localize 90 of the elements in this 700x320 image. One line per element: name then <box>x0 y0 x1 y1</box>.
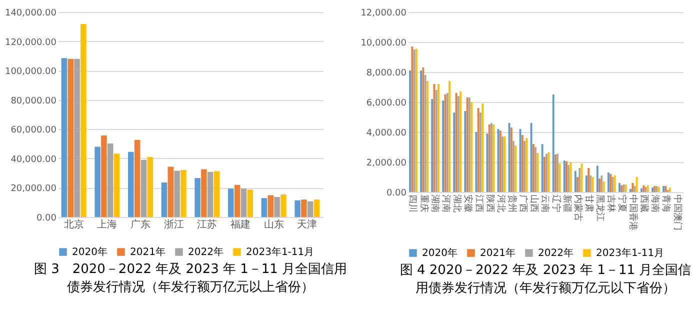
legend-label: 2020年 <box>72 246 108 258</box>
legend-label: 2020年 <box>422 247 458 259</box>
bar <box>68 58 74 217</box>
x-tick-label: 江西 <box>473 194 484 212</box>
y-tick-label: 100,000.00 <box>4 67 57 78</box>
x-tick-label: 广西 <box>517 194 528 212</box>
bar <box>314 200 320 217</box>
bar <box>140 160 147 217</box>
bar <box>61 58 68 217</box>
legend-label: 2022年 <box>538 247 574 259</box>
legend-label: 2023年1-11月 <box>596 247 664 259</box>
bar <box>194 178 200 217</box>
x-tick-label: 河北 <box>495 194 506 212</box>
bar <box>214 171 220 217</box>
x-tick-label: 北京 <box>64 218 84 230</box>
x-tick-label: 辽宁 <box>550 194 562 212</box>
bar <box>247 190 253 217</box>
x-tick-label: 浙江 <box>164 218 184 230</box>
x-tick-label: 安徽 <box>462 194 474 212</box>
bar <box>201 169 207 217</box>
y-tick-label: 12,000.00 <box>360 8 407 18</box>
bar <box>207 172 214 217</box>
y-tick-label: 6,000.00 <box>366 98 407 108</box>
bar <box>280 194 286 217</box>
x-tick-label: 天津 <box>297 218 318 230</box>
bar <box>228 188 234 217</box>
bar <box>168 166 174 217</box>
y-tick-label: 120,000.00 <box>4 38 57 48</box>
legend-label: 2021年 <box>130 246 166 258</box>
y-tick-label: 8,000.00 <box>366 68 407 78</box>
x-tick-label: 四川 <box>407 194 418 212</box>
bar <box>128 152 134 217</box>
x-tick-label: 山东 <box>264 218 284 230</box>
bar <box>114 154 120 217</box>
bar <box>107 143 114 217</box>
x-tick-label: 新疆 <box>562 194 573 212</box>
y-tick-label: 140,000.00 <box>4 8 57 18</box>
x-tick-label: 内蒙古 <box>572 194 584 222</box>
bar <box>74 58 80 217</box>
x-tick-label: 广东 <box>130 218 150 230</box>
x-tick-label: 陕西 <box>484 194 496 212</box>
bar <box>101 135 107 217</box>
x-tick-label: 上海 <box>97 218 118 230</box>
bar <box>274 196 280 217</box>
y-tick-label: 10,000.00 <box>360 38 407 48</box>
bar <box>180 170 186 217</box>
x-tick-label: 湖南 <box>429 194 440 212</box>
bar <box>147 156 153 217</box>
bar <box>80 24 86 217</box>
bar <box>307 201 314 217</box>
bar <box>174 170 180 217</box>
y-tick-label: 0.00 <box>36 214 57 224</box>
legend-label: 2023年1-11月 <box>246 246 314 258</box>
x-tick-label: 山西 <box>528 194 540 212</box>
x-tick-label: 西藏 <box>638 194 650 212</box>
legend-label: 2021年 <box>480 247 516 259</box>
x-tick-label: 河南 <box>440 194 452 212</box>
x-tick-label: 云南 <box>540 194 550 212</box>
bar <box>94 146 100 217</box>
text: 图 3 2020－2022 年及 2023 年 1－11 月全国信用债券发行情况（年发行额万亿元以上省份） <box>34 262 348 295</box>
y-tick-label: 0.00 <box>386 188 407 198</box>
x-tick-label: 中国澳门 <box>672 194 683 230</box>
bar <box>261 198 268 217</box>
x-tick-label: 甘肃 <box>584 194 595 212</box>
x-tick-label: 江苏 <box>197 218 218 230</box>
y-tick-label: 20,000.00 <box>10 184 57 194</box>
bar <box>134 140 140 217</box>
x-tick-label: 吉林 <box>606 194 617 212</box>
bar <box>161 182 168 217</box>
bar <box>301 200 307 217</box>
bar <box>294 200 300 217</box>
x-tick-label: 湖北 <box>451 194 462 212</box>
x-tick-label: 宁夏 <box>616 194 628 212</box>
y-tick-label: 4,000.00 <box>366 128 407 138</box>
x-tick-label: 黑龙江 <box>594 194 606 222</box>
bar <box>234 184 240 217</box>
y-tick-label: 60,000.00 <box>10 126 57 136</box>
x-tick-label: 贵州 <box>506 194 518 212</box>
x-tick-label: 海南 <box>650 194 661 212</box>
legend-label: 2022年 <box>188 246 224 258</box>
bar <box>240 188 247 217</box>
text: 图 4 2020－2022 年及 2023 年 1－11 月全国信用债券发行情况（年发行额万亿元以下省份） <box>400 263 692 296</box>
x-tick-label: 福建 <box>230 218 250 230</box>
x-tick-label: 中国香港 <box>628 194 639 230</box>
y-tick-label: 80,000.00 <box>10 96 57 106</box>
y-tick-label: 2,000.00 <box>366 158 407 168</box>
bar <box>268 195 274 217</box>
y-tick-label: 40,000.00 <box>10 154 57 165</box>
x-tick-label: 青海 <box>660 194 672 212</box>
x-tick-label: 重庆 <box>418 194 430 212</box>
